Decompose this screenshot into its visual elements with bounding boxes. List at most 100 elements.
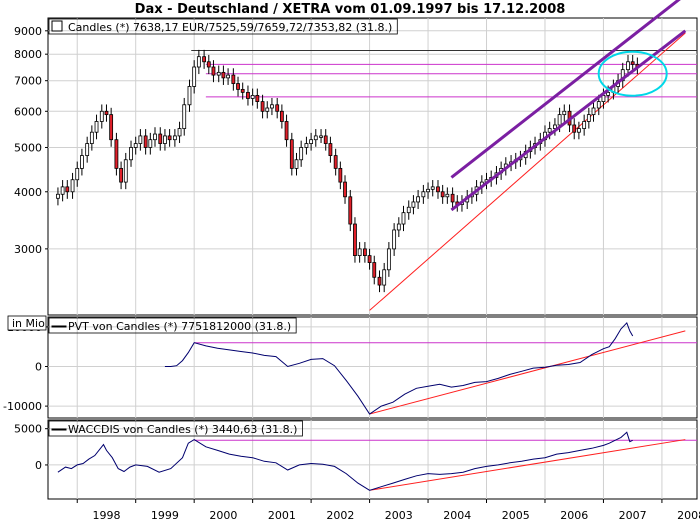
candle: [450, 193, 455, 203]
candle: [313, 135, 318, 141]
x-axis: 1998 1999 2000 2001 2002 2003 2004 2005 2006 2007…: [76, 499, 700, 522]
candle: [192, 66, 197, 87]
legend-label: Candles (*) 7638,17 EUR/7525,59/7659,72/…: [68, 21, 392, 34]
plot-frame: [47, 316, 698, 419]
candle: [158, 133, 163, 144]
candle: [396, 223, 401, 231]
unit-label: in Mio: [12, 317, 45, 330]
x-tick-label: 2006: [560, 509, 588, 522]
candle: [445, 193, 450, 198]
candle: [406, 206, 411, 214]
candle: [547, 128, 552, 133]
candle: [265, 107, 270, 112]
candle: [586, 114, 591, 122]
candle: [260, 101, 265, 112]
y-tick-label: 8000: [14, 48, 42, 61]
candle: [557, 114, 562, 126]
x-tick-label: 1999: [151, 509, 179, 522]
candle: [348, 196, 353, 225]
legend-swatch: [51, 20, 63, 32]
highlight-ellipse: [597, 50, 668, 97]
chart-title: Dax - Deutschland / XETRA vom 01.09.1997…: [135, 2, 566, 17]
candle: [572, 124, 577, 133]
candle: [202, 56, 207, 63]
candle: [562, 110, 567, 116]
y-tick-label: 3000: [14, 243, 42, 256]
y-tick-label: -10000: [3, 400, 42, 413]
candle: [255, 95, 260, 103]
candle: [576, 128, 581, 133]
y-tick-label: 0: [35, 361, 42, 374]
candle: [221, 71, 226, 79]
candles-panel: 3000 4000 5000 6000 7000 8000 9000 Candles (*) …: [14, 0, 698, 316]
x-tick-label: 2001: [268, 509, 296, 522]
y-tick-label: 0: [35, 459, 42, 472]
y-tick-label: 5000: [14, 141, 42, 154]
candle: [226, 74, 230, 79]
trend-line: [369, 439, 686, 491]
candle: [211, 66, 216, 76]
candle: [357, 248, 362, 257]
channel-line-upper: [450, 0, 681, 179]
indicator-line: [57, 431, 633, 491]
legend-label: WACCDIS von Candles (*) 3440,63 (31.8.): [68, 423, 297, 436]
candle: [421, 191, 426, 198]
trend-line: [369, 32, 686, 311]
candle: [353, 223, 357, 257]
y-tick-label: 4000: [14, 186, 42, 199]
legend-label: PVT von Candles (*) 7751812000 (31.8.): [68, 320, 291, 333]
candle: [440, 191, 445, 198]
candle: [167, 135, 172, 141]
candle: [250, 95, 255, 99]
candle: [163, 135, 167, 144]
candle: [138, 135, 143, 144]
candle: [187, 86, 192, 106]
candle: [129, 147, 133, 161]
candle: [328, 143, 333, 156]
legend-swatch: [51, 325, 67, 328]
legend-box: [48, 18, 398, 35]
candle: [177, 128, 182, 137]
candle: [236, 83, 240, 90]
candle: [338, 167, 343, 183]
candle: [372, 262, 377, 278]
candle: [377, 276, 382, 286]
candle: [343, 181, 347, 198]
candle: [65, 186, 70, 193]
candle: [294, 159, 299, 169]
indicator-line: [164, 321, 634, 415]
candle: [123, 159, 128, 183]
candle: [436, 186, 440, 193]
candle: [231, 74, 236, 84]
candle: [275, 104, 280, 112]
candle: [75, 167, 80, 181]
channel-line-lower: [450, 29, 687, 212]
candle: [601, 95, 606, 103]
candle: [386, 248, 391, 271]
candle: [411, 201, 416, 208]
candle: [153, 133, 157, 141]
candle: [367, 255, 372, 263]
candle: [284, 121, 289, 141]
candle: [182, 104, 187, 129]
candle: [143, 135, 148, 148]
y-tick-label: 6000: [14, 105, 42, 118]
legend-box: [48, 420, 303, 437]
candle: [289, 139, 294, 169]
candle: [582, 121, 587, 129]
candle: [553, 124, 557, 129]
candle: [626, 61, 630, 71]
candle: [279, 110, 284, 122]
x-tick-label: 2008: [677, 509, 700, 522]
candle: [56, 193, 60, 199]
candle: [240, 88, 245, 93]
candle: [99, 110, 104, 122]
candle: [70, 179, 75, 193]
candle: [430, 186, 435, 190]
candle: [392, 229, 397, 250]
candle: [401, 212, 406, 225]
x-tick-label: 2004: [443, 509, 471, 522]
candle: [426, 188, 430, 193]
candle: [80, 155, 84, 169]
